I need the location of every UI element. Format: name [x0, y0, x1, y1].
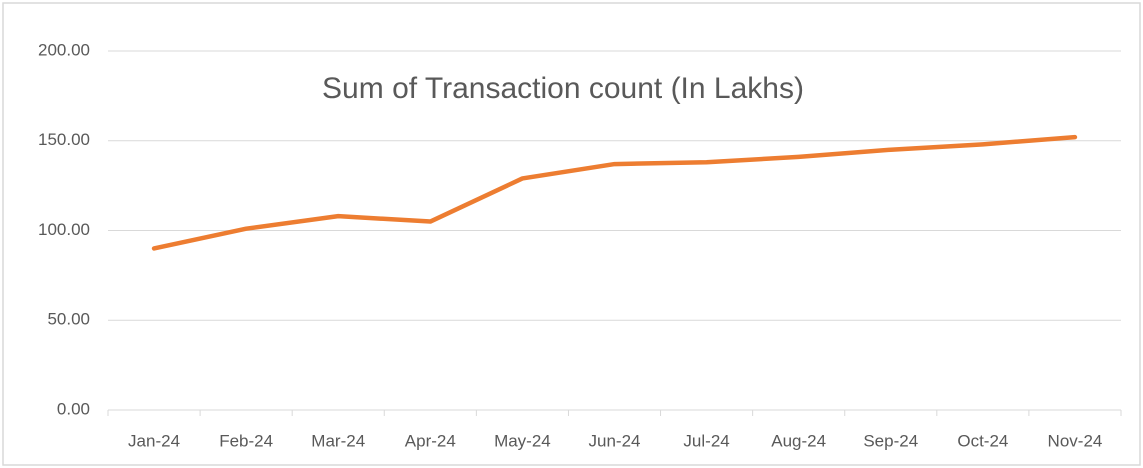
series-line	[151, 134, 1078, 251]
x-tick-label: Feb-24	[219, 431, 273, 450]
x-tick-label: Aug-24	[771, 431, 826, 450]
x-tick-label: Jan-24	[128, 431, 180, 450]
x-tick-label: Mar-24	[311, 431, 365, 450]
x-tick-label: Jun-24	[589, 431, 641, 450]
y-tick-label: 150.00	[38, 130, 90, 149]
x-tick-label: Oct-24	[957, 431, 1008, 450]
y-tick-label: 200.00	[38, 40, 90, 59]
x-tick-label: Apr-24	[405, 431, 456, 450]
x-tick-label: Sep-24	[863, 431, 918, 450]
y-tick-label: 0.00	[57, 399, 90, 418]
x-tick-label: Jul-24	[683, 431, 729, 450]
x-tick-label: May-24	[494, 431, 551, 450]
y-tick-label: 50.00	[47, 310, 90, 329]
chart-title: Sum of Transaction count (In Lakhs)	[322, 72, 804, 105]
x-tick-label: Nov-24	[1048, 431, 1103, 450]
y-tick-label: 100.00	[38, 220, 90, 239]
